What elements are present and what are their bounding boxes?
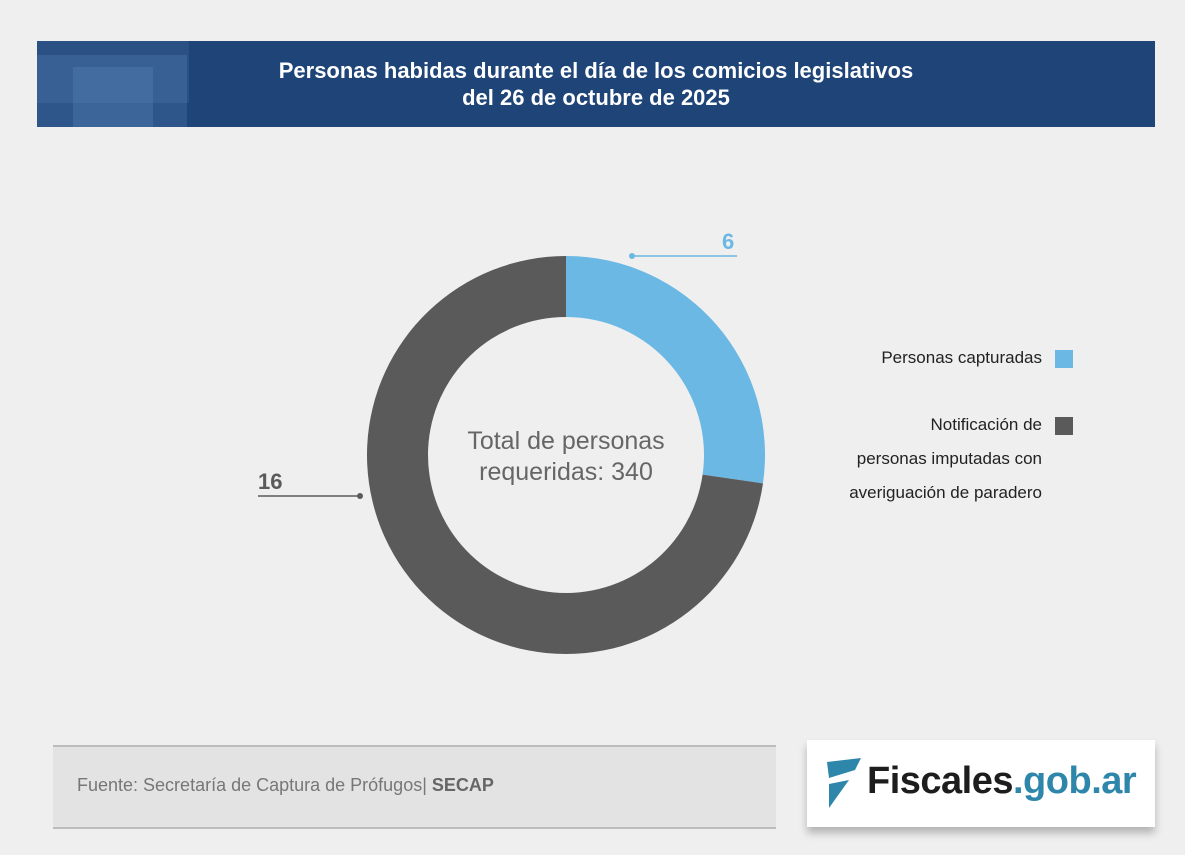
fiscales-logo: Fiscales.gob.ar	[807, 740, 1155, 827]
leader-dot-16	[357, 493, 363, 499]
leader-dot-6	[629, 253, 635, 259]
center-text-line-2: requeridas: 340	[479, 458, 653, 486]
source-org: SECAP	[431, 775, 494, 795]
legend-line: Notificación de	[930, 415, 1042, 434]
slice-notificacion	[367, 255, 763, 654]
center-text-line-1: Total de personas	[467, 427, 665, 455]
logo-text-part1: Fiscales	[867, 760, 1014, 802]
legend-swatch-blue	[1055, 350, 1073, 368]
logo-text-part2: .gob.ar	[1013, 760, 1137, 802]
data-label-6: 6	[722, 229, 735, 254]
logo-text: Fiscales.gob.ar	[867, 760, 1137, 803]
chart-title: Personas habidas durante el día de los c…	[37, 57, 1155, 111]
decoration	[37, 41, 189, 103]
center-text: Total de personas requeridas: 340	[416, 426, 716, 488]
decoration	[73, 67, 153, 127]
legend-line: averiguación de paradero	[849, 483, 1042, 502]
header-banner: Personas habidas durante el día de los c…	[37, 41, 1155, 127]
source-text: Fuente: Secretaría de Captura de Prófugo…	[77, 775, 494, 796]
source-footer: Fuente: Secretaría de Captura de Prófugo…	[53, 745, 776, 829]
logo-mark-icon	[827, 758, 861, 808]
legend-swatch-gray	[1055, 417, 1073, 435]
title-line-2: del 26 de octubre de 2025	[462, 85, 730, 110]
slice-personas-capturadas	[566, 256, 766, 484]
data-label-16: 16	[258, 469, 283, 494]
legend-item-capturadas: Personas capturadas	[881, 348, 1042, 367]
title-line-1: Personas habidas durante el día de los c…	[278, 58, 914, 83]
legend-line: personas imputadas con	[856, 449, 1042, 468]
source-label: Fuente: Secretaría de Captura de Prófugo…	[77, 775, 427, 795]
decoration	[37, 55, 187, 127]
legend-item-notificacion: Notificación de personas imputadas con a…	[849, 408, 1042, 510]
